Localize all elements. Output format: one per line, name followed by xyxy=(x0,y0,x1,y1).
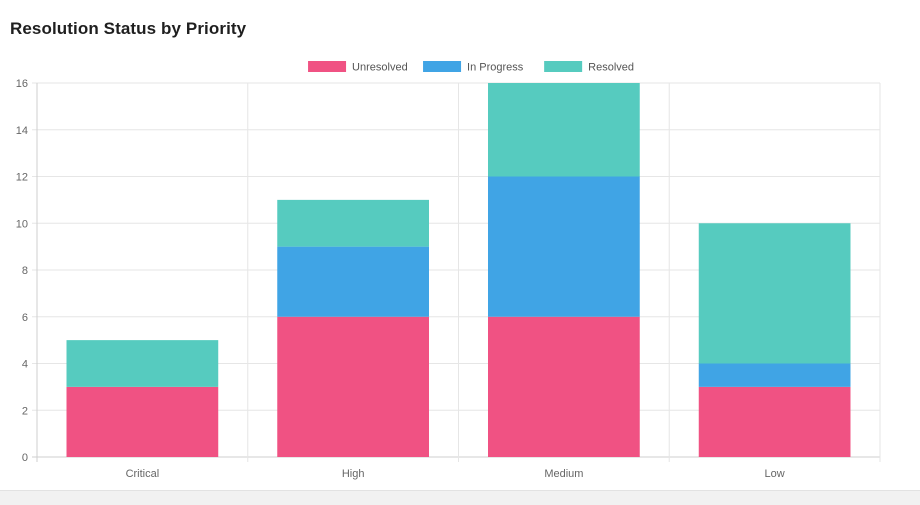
bar-critical-resolved xyxy=(66,340,219,387)
x-tick-label: High xyxy=(342,468,365,480)
x-tick-label: Medium xyxy=(544,468,583,480)
y-tick-label: 14 xyxy=(16,125,28,137)
y-tick-label: 4 xyxy=(22,359,28,371)
legend-swatch-unresolved xyxy=(308,61,347,72)
bar-high-resolved xyxy=(277,199,429,247)
bar-critical-unresolved xyxy=(66,386,219,457)
legend-label-unresolved: Unresolved xyxy=(352,62,408,74)
y-tick-label: 16 xyxy=(16,78,28,90)
y-tick-label: 12 xyxy=(16,172,28,184)
bar-high-unresolved xyxy=(277,316,429,457)
bar-medium-in-progress xyxy=(488,176,640,317)
legend[interactable]: Unresolved In Progress Resolved xyxy=(308,61,634,74)
y-tick-label: 6 xyxy=(22,312,28,324)
legend-swatch-resolved xyxy=(544,61,583,72)
legend-swatch-in-progress xyxy=(423,61,462,72)
y-tick-label: 8 xyxy=(22,265,28,277)
bars xyxy=(66,83,851,457)
chart-title: Resolution Status by Priority xyxy=(10,19,247,38)
axes: 0 2 4 6 8 10 12 14 16 Critical High Medium Low xyxy=(16,78,785,480)
legend-label-in-progress: In Progress xyxy=(467,62,524,74)
bar-high-in-progress xyxy=(277,246,429,317)
chart-card: Resolution Status by Priority 0 2 4 6 8 10 12 1… xyxy=(10,19,881,480)
y-tick-label: 0 xyxy=(22,452,28,464)
window-bottom-edge xyxy=(0,490,920,505)
y-tick-label: 10 xyxy=(16,218,28,230)
bar-low-unresolved xyxy=(698,386,851,457)
bar-medium-unresolved xyxy=(488,316,640,457)
bar-low-in-progress xyxy=(698,363,851,387)
y-tick-label: 2 xyxy=(22,405,28,417)
x-tick-label: Critical xyxy=(126,468,160,480)
stacked-bar-chart: 0 2 4 6 8 10 12 14 16 Critical High Medium Low Unres… xyxy=(16,61,881,480)
bar-medium-resolved xyxy=(488,83,640,177)
legend-label-resolved: Resolved xyxy=(588,62,634,74)
bar-low-resolved xyxy=(698,223,851,364)
x-tick-label: Low xyxy=(765,468,785,480)
